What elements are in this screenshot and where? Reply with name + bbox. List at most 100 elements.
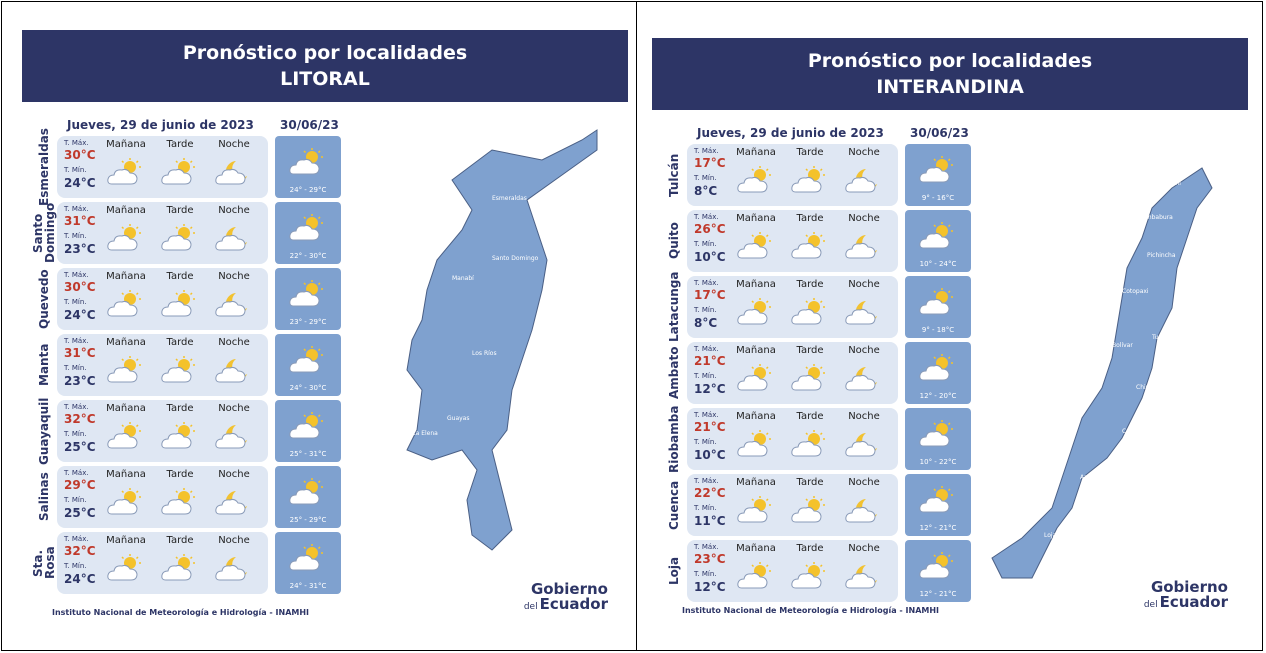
next-date: 30/06/23 [280,118,339,132]
tmin-label: T. Mín. [694,570,717,578]
weather-icon [107,422,141,449]
period: Tarde [796,411,824,422]
title: Pronóstico por localidades [807,50,1093,72]
tmin: 12°C [694,382,726,396]
city: Riobamba [667,405,681,473]
map-label: Los Ríos [472,350,497,357]
period: Tarde [796,543,824,554]
map-label: Manabí [452,275,474,282]
date: Jueves, 29 de junio de 2023 [697,126,884,140]
tmax-label: T. Máx. [694,411,719,419]
city: Esmeraldas [37,128,51,206]
weather-icon [845,169,877,193]
tmax: 30°C [64,280,96,294]
period: Mañana [736,411,776,422]
weather-icon [791,364,825,391]
weather-icon [289,346,323,373]
row-box [57,334,268,396]
tmin: 25°C [64,506,96,520]
panel: Pronóstico por localidades LITORAL Jueves,… [22,30,628,640]
next-range: 12° - 21°C [919,590,957,598]
row-box [57,268,268,330]
weather-icon [919,552,953,579]
city: Ambato [667,346,681,400]
next-range: 24° - 30°C [289,384,327,392]
period: Mañana [106,337,146,348]
map-label: Carchi [1162,180,1181,187]
city: Santo Domingo [31,202,57,264]
weather-icon [791,298,825,325]
tmax-label: T. Máx. [694,543,719,551]
weather-icon [107,356,141,383]
city: Sta. Rosa [31,546,57,580]
row-box [57,136,268,198]
period: Noche [218,469,250,480]
weather-icon [289,214,323,241]
tmin: 23°C [64,374,96,388]
weather-icon [289,544,323,571]
weather-icon [737,562,771,589]
tmin: 10°C [694,448,726,462]
logo-line: del Ecuador [1144,595,1228,613]
tmax-label: T. Máx. [694,213,719,221]
tmin: 12°C [694,580,726,594]
tmin-label: T. Mín. [64,496,87,504]
weather-icon [161,554,195,581]
weather-icon [107,554,141,581]
period: Mañana [736,345,776,356]
tmax: 31°C [64,214,96,228]
tmax-label: T. Máx. [64,139,89,147]
period: Tarde [796,279,824,290]
tmax-label: T. Máx. [694,477,719,485]
tmin: 23°C [64,242,96,256]
next-range: 12° - 20°C [919,392,957,400]
weather-icon [791,562,825,589]
tmin: 8°C [694,316,718,330]
next-range: 9° - 18°C [921,326,955,334]
map-label: Guayas [447,415,470,422]
map-label: Cañar [1122,428,1140,435]
tmin-label: T. Mín. [64,166,87,174]
weather-icon [919,354,953,381]
period: Noche [848,345,880,356]
tmin: 25°C [64,440,96,454]
logo-del: del [523,602,538,612]
map-label: El Oro [437,512,456,519]
weather-icon [737,496,771,523]
weather-icon [919,420,953,447]
period: Tarde [166,139,194,150]
next-range: 23° - 29°C [289,318,327,326]
next-date: 30/06/23 [910,126,969,140]
weather-icon [845,433,877,457]
map-label: Chimborazo [1136,384,1172,391]
period: Tarde [166,205,194,216]
weather-icon [737,232,771,259]
tmax-label: T. Máx. [694,279,719,287]
weather-icon [919,288,953,315]
map-label: Pichincha [1147,252,1176,259]
map-label: Cotopaxi [1122,288,1149,295]
next-range: 25° - 29°C [289,516,327,524]
city: Quevedo [37,269,51,329]
tmin: 24°C [64,308,96,322]
map [991,167,1213,579]
weather-icon [215,293,247,317]
map-label: Santo Domingo [492,255,539,262]
period: Tarde [796,477,824,488]
tmax: 32°C [64,412,96,426]
city: Guayaquil [37,397,51,465]
title: Pronóstico por localidades [182,42,468,64]
period: Mañana [736,477,776,488]
period: Mañana [106,271,146,282]
city: Quito [667,222,681,260]
map-label: Bolívar [1112,342,1133,349]
next-range: 12° - 21°C [919,524,957,532]
weather-icon [215,557,247,581]
row-box [687,408,898,470]
tmax: 31°C [64,346,96,360]
weather-icon [289,148,323,175]
tmin-label: T. Mín. [64,562,87,570]
period: Tarde [166,271,194,282]
next-range: 10° - 22°C [919,458,957,466]
region: INTERANDINA [876,76,1024,98]
